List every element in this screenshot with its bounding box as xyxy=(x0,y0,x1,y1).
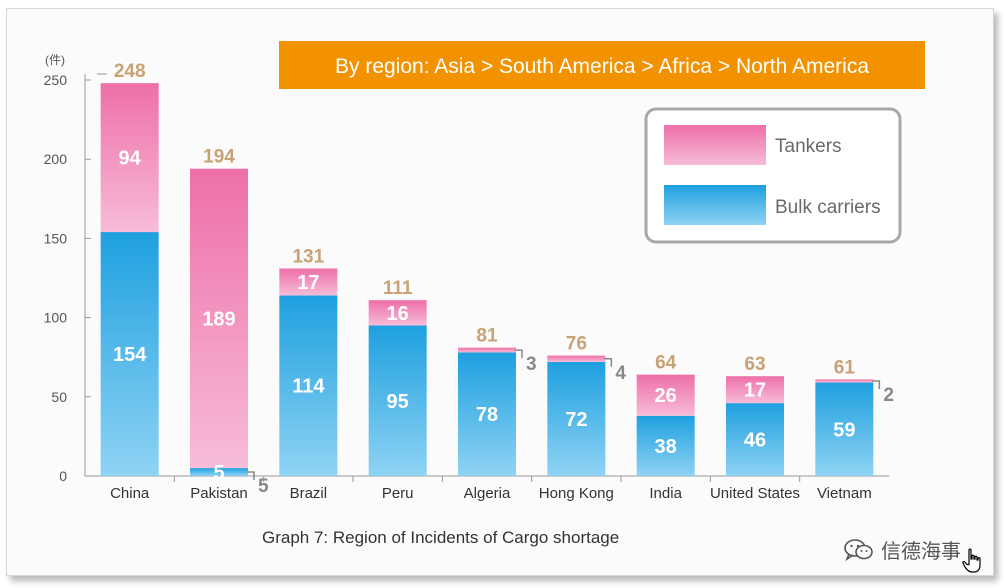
y-unit-label: (件) xyxy=(45,53,65,67)
title-banner xyxy=(279,41,925,89)
watermark: 信德海事 xyxy=(843,535,961,564)
y-tick-label: 50 xyxy=(51,389,67,405)
bar-tankers xyxy=(190,168,248,469)
stacked-bar-chart: (件) 0 50 100 150 200 250 China 248 154 94 Pakistan… xyxy=(44,41,925,502)
y-tick-label: 250 xyxy=(44,72,68,88)
legend-label-tankers: Tankers xyxy=(775,136,842,157)
total-label: 61 xyxy=(834,357,856,378)
total-label: 63 xyxy=(744,354,765,375)
bar-tankers xyxy=(815,379,874,383)
bulk-value-label: 59 xyxy=(833,419,855,441)
bulk-value-label: 5 xyxy=(213,462,224,484)
chart-frame: (件) 0 50 100 150 200 250 China 248 154 94 Pakistan… xyxy=(6,8,994,576)
leader-line xyxy=(872,380,881,389)
bar-tankers xyxy=(368,300,427,326)
bar-tankers xyxy=(636,374,695,416)
legend-swatch-bulk-carriers xyxy=(664,185,766,225)
bulk-value-label: 72 xyxy=(565,409,587,431)
tanker-value-label: 94 xyxy=(119,148,142,170)
total-label: 194 xyxy=(203,147,235,168)
tanker-value-label: 3 xyxy=(526,354,537,375)
bulk-value-label: 78 xyxy=(476,404,498,426)
x-tick-label: United States xyxy=(710,485,800,502)
x-tick-label: Pakistan xyxy=(190,485,248,502)
leader-line xyxy=(247,471,255,481)
total-label: 81 xyxy=(476,326,498,347)
bar-bulk-carriers xyxy=(636,415,695,476)
bar-tankers xyxy=(726,376,784,404)
total-label: 131 xyxy=(292,246,324,267)
bar-bulk-carriers xyxy=(190,468,248,476)
x-tick-label: Peru xyxy=(382,485,414,502)
hand-cursor-icon xyxy=(962,548,981,573)
x-tick-label: Algeria xyxy=(464,485,511,502)
total-label: 76 xyxy=(566,334,587,355)
y-tick-label: 200 xyxy=(44,151,68,167)
bar-tankers xyxy=(100,83,159,233)
y-tick-label: 150 xyxy=(44,230,68,246)
chart-title: By region: Asia > South America > Africa… xyxy=(335,55,869,78)
x-tick-label: Brazil xyxy=(290,485,328,502)
bulk-value-label: 114 xyxy=(292,376,325,398)
leader-line xyxy=(515,349,523,359)
tanker-value-label: 189 xyxy=(202,308,235,330)
wechat-icon xyxy=(844,538,873,561)
tanker-value-label: 17 xyxy=(744,380,766,402)
tanker-value-label: 16 xyxy=(387,303,409,325)
total-label: 248 xyxy=(114,61,146,82)
legend-label-bulk-carriers: Bulk carriers xyxy=(775,197,881,218)
bulk-value-label: 95 xyxy=(387,391,409,413)
total-label: 111 xyxy=(383,278,413,299)
bar-tankers xyxy=(458,347,516,353)
x-tick-label: Hong Kong xyxy=(539,485,614,502)
bar-bulk-carriers xyxy=(100,232,159,476)
bar-tankers xyxy=(547,355,606,362)
x-tick-label: China xyxy=(110,485,150,502)
bulk-value-label: 154 xyxy=(113,344,147,366)
chart-caption: Graph 7: Region of Incidents of Cargo sh… xyxy=(262,528,620,547)
leader-line xyxy=(604,358,613,367)
bar-bulk-carriers xyxy=(815,382,874,476)
bar-bulk-carriers xyxy=(458,352,516,476)
tanker-value-label: 2 xyxy=(883,385,894,406)
total-label: 64 xyxy=(655,353,677,374)
tanker-value-label: 4 xyxy=(615,363,626,384)
bar-bulk-carriers xyxy=(726,403,784,476)
bulk-value-label: 5 xyxy=(258,476,269,497)
watermark-text: 信德海事 xyxy=(881,541,961,563)
bulk-value-label: 38 xyxy=(655,436,677,458)
bar-bulk-carriers xyxy=(547,361,606,476)
legend-swatch-tankers xyxy=(664,125,766,165)
tanker-value-label: 17 xyxy=(297,272,319,294)
y-tick-label: 0 xyxy=(59,468,67,484)
bulk-value-label: 46 xyxy=(744,430,766,452)
bar-tankers xyxy=(279,268,338,296)
tanker-value-label: 26 xyxy=(655,385,677,407)
x-tick-label: India xyxy=(649,485,682,502)
y-tick-label: 100 xyxy=(44,310,68,326)
bar-bulk-carriers xyxy=(368,325,427,476)
bar-bulk-carriers xyxy=(279,295,338,476)
x-tick-label: Vietnam xyxy=(817,485,872,502)
